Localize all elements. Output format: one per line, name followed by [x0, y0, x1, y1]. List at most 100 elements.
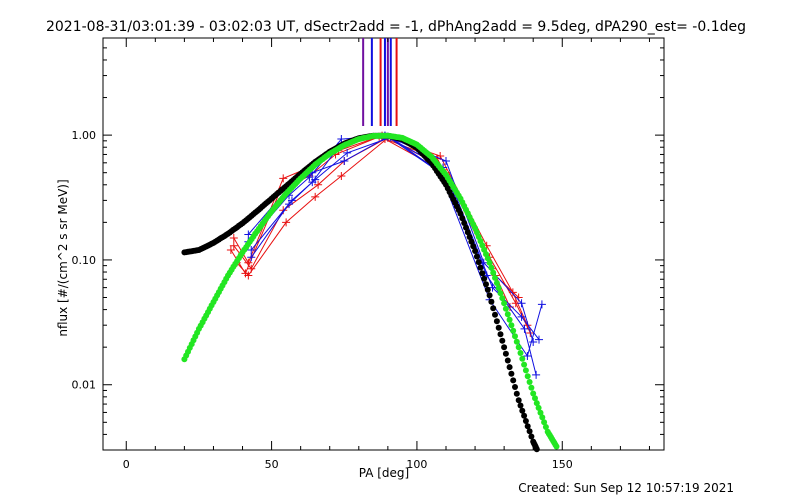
curve-dot	[464, 229, 471, 236]
data-point	[247, 253, 256, 262]
data-point	[226, 246, 235, 255]
curve-dot	[490, 269, 497, 276]
series-line	[250, 135, 537, 376]
curve-dot	[512, 384, 518, 390]
data-point	[229, 233, 238, 242]
data-point	[229, 241, 238, 250]
series-line	[247, 135, 534, 343]
curve-dot	[483, 281, 489, 288]
curve-dot	[481, 275, 488, 282]
measured-series	[229, 135, 523, 302]
curve-dot	[542, 424, 549, 430]
curve-dot	[463, 224, 469, 231]
curve-dot	[515, 344, 522, 351]
series-layer	[181, 131, 560, 453]
curve-dot	[493, 280, 500, 286]
curve-dot	[517, 402, 524, 409]
curve-dot	[484, 286, 491, 293]
curve-dot	[521, 361, 528, 368]
curve-dot	[515, 397, 522, 404]
data-point	[535, 335, 544, 344]
curve-dot	[501, 344, 508, 351]
curve-dot	[530, 390, 537, 397]
data-point	[343, 148, 352, 157]
fit-curve-black	[181, 132, 540, 453]
curve-dot	[513, 390, 520, 397]
vertical-marker-layer	[362, 38, 398, 126]
curve-dot	[468, 238, 475, 245]
curve-dot	[470, 243, 477, 250]
curve-dot	[519, 355, 526, 362]
x-tick-label: 150	[552, 458, 573, 471]
data-point	[520, 324, 529, 333]
curve-dot	[499, 295, 506, 302]
curve-dot	[490, 305, 497, 312]
data-point	[311, 192, 320, 201]
data-point	[337, 172, 346, 181]
curve-dot	[457, 210, 464, 217]
x-tick-label: 100	[406, 458, 427, 471]
curve-dot	[488, 264, 495, 271]
x-tick-label: 0	[123, 458, 130, 471]
curve-dot	[510, 327, 517, 334]
curve-dot	[475, 259, 482, 266]
curve-dot	[502, 305, 509, 312]
curve-dot	[533, 400, 540, 407]
curve-dot	[488, 298, 495, 305]
data-point	[517, 312, 526, 321]
axis-layer: 0 50 100 150 0.01 0.10 1.00	[72, 37, 664, 471]
curve-dot	[524, 423, 531, 430]
data-point	[244, 230, 253, 239]
measured-series	[247, 133, 544, 344]
y-tick-label: 0.10	[72, 254, 97, 267]
curve-dot	[553, 443, 560, 450]
data-point	[441, 157, 450, 166]
data-point	[517, 299, 526, 308]
curve-dot	[528, 433, 535, 440]
curve-dot	[522, 367, 529, 374]
curve-dot	[522, 418, 529, 424]
curve-dot	[495, 285, 502, 291]
chart-title: 2021-08-31/03:01:39 - 03:02:03 UT, dSect…	[46, 19, 746, 35]
curve-dot	[537, 409, 544, 416]
curve-dot	[493, 318, 500, 325]
curve-dot	[492, 274, 498, 281]
curve-dot	[486, 292, 493, 299]
fit-curve-green	[181, 132, 560, 450]
curve-dot	[510, 377, 517, 384]
data-point	[532, 370, 541, 379]
curve-dot	[473, 253, 480, 260]
data-point	[287, 196, 296, 205]
curve-dot	[501, 300, 508, 307]
curve-dot	[466, 234, 473, 240]
plot-frame	[102, 37, 665, 451]
series-line	[230, 136, 531, 334]
curve-dot	[502, 350, 509, 357]
data-point	[311, 175, 320, 184]
curve-dot	[499, 337, 506, 344]
data-point	[282, 218, 291, 227]
curve-dot	[486, 259, 493, 266]
curve-dot	[461, 220, 468, 226]
curve-dot	[532, 395, 538, 402]
series-line	[233, 138, 520, 298]
data-point	[247, 246, 256, 255]
curve-dot	[497, 290, 504, 297]
data-point	[523, 351, 532, 360]
y-tick-label: 0.01	[72, 379, 97, 392]
curve-dot	[541, 419, 548, 426]
data-point	[529, 338, 538, 347]
curve-dot	[472, 248, 479, 254]
curve-dot	[459, 215, 466, 222]
x-axis-label: PA [deg]	[359, 466, 409, 480]
curve-dot	[526, 428, 533, 435]
curve-dot	[495, 324, 502, 331]
curve-dot	[497, 331, 504, 338]
curve-dot	[524, 373, 531, 380]
curve-dot	[492, 311, 498, 318]
data-point	[244, 271, 253, 280]
measured-series	[247, 131, 541, 379]
series-line	[233, 135, 528, 326]
